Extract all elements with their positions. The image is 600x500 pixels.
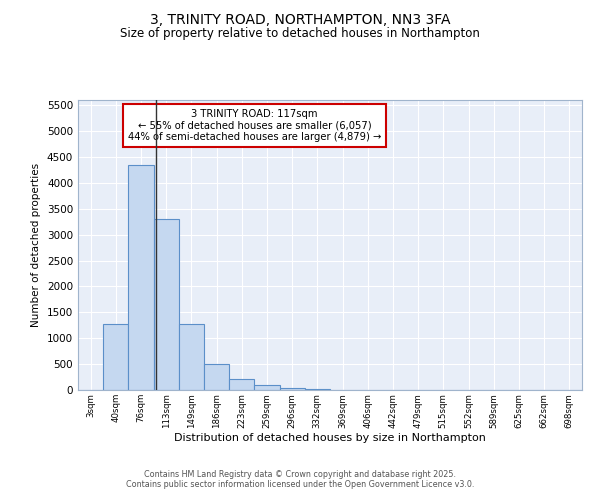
Y-axis label: Number of detached properties: Number of detached properties [31, 163, 41, 327]
Text: Contains HM Land Registry data © Crown copyright and database right 2025.
Contai: Contains HM Land Registry data © Crown c… [126, 470, 474, 489]
Text: 3, TRINITY ROAD, NORTHAMPTON, NN3 3FA: 3, TRINITY ROAD, NORTHAMPTON, NN3 3FA [150, 12, 450, 26]
Bar [229, 378, 254, 390]
Text: Size of property relative to detached houses in Northampton: Size of property relative to detached ho… [120, 28, 480, 40]
Bar [204, 364, 229, 390]
Bar [154, 219, 179, 390]
X-axis label: Distribution of detached houses by size in Northampton: Distribution of detached houses by size … [174, 433, 486, 443]
Text: 3 TRINITY ROAD: 117sqm
← 55% of detached houses are smaller (6,057)
44% of semi-: 3 TRINITY ROAD: 117sqm ← 55% of detached… [128, 108, 381, 142]
Bar [280, 388, 305, 390]
Bar [128, 164, 154, 390]
Bar [254, 386, 280, 390]
Bar [103, 324, 128, 390]
Bar [179, 324, 204, 390]
